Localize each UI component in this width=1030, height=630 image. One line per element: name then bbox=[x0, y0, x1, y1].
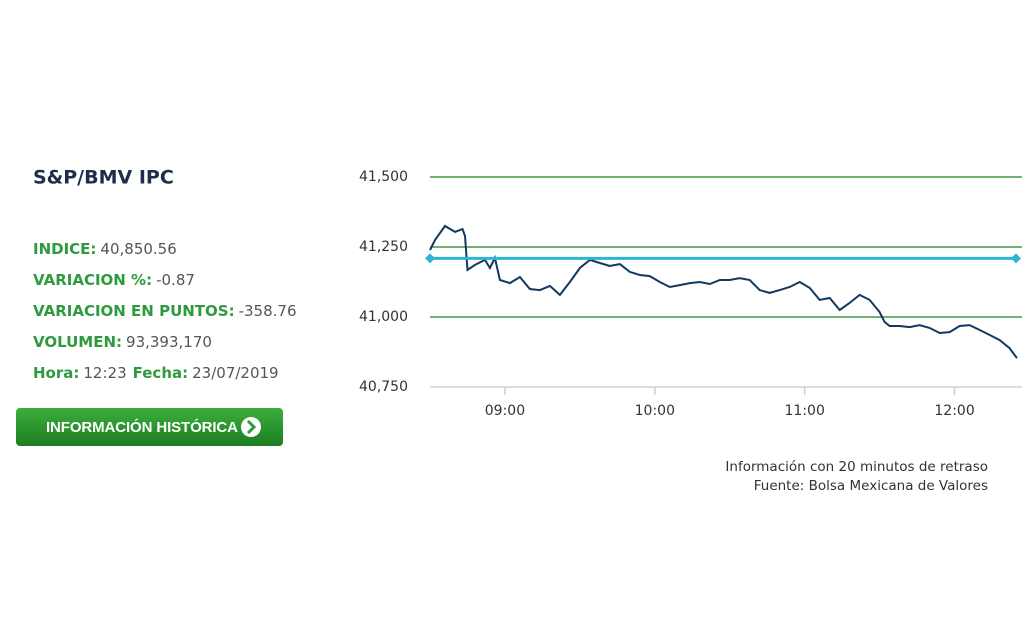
x-tick-label: 09:00 bbox=[485, 403, 525, 419]
y-tick-label: 40,750 bbox=[359, 379, 408, 395]
field-value: 12:23 bbox=[83, 364, 126, 382]
field-label: VOLUMEN: bbox=[33, 333, 122, 351]
field-label: INDICE: bbox=[33, 240, 96, 258]
button-icon[interactable] bbox=[241, 417, 261, 437]
reference-marker bbox=[1011, 253, 1021, 264]
reference-marker bbox=[425, 253, 435, 264]
y-tick-label: 41,500 bbox=[359, 169, 408, 185]
field-row: VARIACION %: -0.87 bbox=[33, 271, 195, 289]
button-label[interactable]: INFORMACIÓN HISTÓRICA bbox=[46, 418, 238, 436]
field-row: VARIACION EN PUNTOS: -358.76 bbox=[33, 302, 297, 320]
button-arrow[interactable] bbox=[246, 419, 257, 435]
price-line bbox=[429, 224, 1018, 359]
field-value: 23/07/2019 bbox=[192, 364, 278, 382]
field-value: -358.76 bbox=[239, 302, 297, 320]
chart: 40,750 41,000 41,250 41,500 09:00 10:00 11:00 1… bbox=[359, 169, 1022, 419]
field-value: 93,393,170 bbox=[126, 333, 212, 351]
field-row: VOLUMEN: 93,393,170 bbox=[33, 333, 212, 351]
history-button[interactable]: INFORMACIÓN HISTÓRICA bbox=[16, 408, 283, 446]
button-background[interactable] bbox=[16, 408, 283, 446]
field-label: VARIACION EN PUNTOS: bbox=[33, 302, 235, 320]
x-tick-label: 12:00 bbox=[934, 403, 974, 419]
x-tick-label: 10:00 bbox=[635, 403, 675, 419]
field-row: Hora: 12:23 Fecha: 23/07/2019 bbox=[33, 364, 279, 382]
field-label: Fecha: bbox=[133, 364, 189, 382]
x-tick-label: 11:00 bbox=[785, 403, 825, 419]
note: Información con 20 minutos de retraso bbox=[725, 459, 988, 475]
field-label: Hora: bbox=[33, 364, 79, 382]
field-label: VARIACION %: bbox=[33, 271, 152, 289]
field-value: -0.87 bbox=[156, 271, 195, 289]
field-value: 40,850.56 bbox=[100, 240, 176, 258]
note: Fuente: Bolsa Mexicana de Valores bbox=[754, 478, 988, 494]
field-row: INDICE: 40,850.56 bbox=[33, 240, 177, 258]
title: S&P/BMV IPC bbox=[33, 167, 174, 189]
y-tick-label: 41,250 bbox=[359, 239, 408, 255]
y-tick-label: 41,000 bbox=[359, 309, 408, 325]
